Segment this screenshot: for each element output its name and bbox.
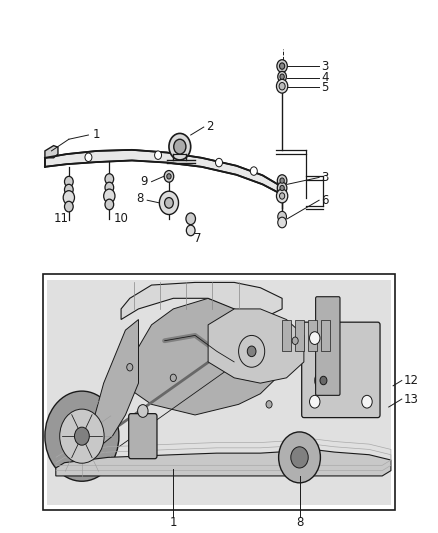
Bar <box>43 274 395 511</box>
Circle shape <box>277 60 287 72</box>
Circle shape <box>278 212 286 222</box>
FancyBboxPatch shape <box>129 414 157 459</box>
Circle shape <box>315 370 332 391</box>
Circle shape <box>105 182 114 193</box>
Circle shape <box>105 174 114 184</box>
Circle shape <box>278 217 286 228</box>
Text: 5: 5 <box>321 81 328 94</box>
Bar <box>308 319 317 351</box>
Circle shape <box>74 427 89 445</box>
Circle shape <box>85 153 92 161</box>
Circle shape <box>362 395 372 408</box>
Text: 4: 4 <box>321 71 329 84</box>
Bar <box>282 319 291 351</box>
Text: 1: 1 <box>93 128 100 141</box>
Circle shape <box>266 401 272 408</box>
Circle shape <box>228 322 276 381</box>
Circle shape <box>279 83 285 90</box>
Text: 6: 6 <box>321 193 329 207</box>
Text: 11: 11 <box>53 212 69 225</box>
Circle shape <box>155 151 162 159</box>
Circle shape <box>278 71 286 82</box>
Text: 1: 1 <box>170 515 177 529</box>
Polygon shape <box>45 150 278 192</box>
Circle shape <box>251 167 257 175</box>
Circle shape <box>277 175 287 187</box>
Circle shape <box>320 376 327 385</box>
Text: 8: 8 <box>296 515 303 529</box>
Text: 2: 2 <box>206 120 213 133</box>
Circle shape <box>64 176 73 187</box>
Polygon shape <box>208 309 304 383</box>
Circle shape <box>280 74 284 79</box>
Circle shape <box>310 395 320 408</box>
Polygon shape <box>121 298 282 415</box>
Circle shape <box>310 332 320 344</box>
Text: 12: 12 <box>404 374 419 387</box>
Circle shape <box>186 213 195 224</box>
Circle shape <box>159 191 179 215</box>
FancyBboxPatch shape <box>302 322 380 418</box>
Circle shape <box>292 337 298 344</box>
Text: 7: 7 <box>194 232 201 245</box>
Circle shape <box>165 198 173 208</box>
Circle shape <box>280 178 284 183</box>
Circle shape <box>170 374 177 382</box>
Circle shape <box>60 409 104 463</box>
Circle shape <box>167 174 171 179</box>
Circle shape <box>104 189 115 203</box>
Text: 10: 10 <box>114 212 128 225</box>
Circle shape <box>276 189 288 203</box>
Circle shape <box>279 432 321 483</box>
Text: 3: 3 <box>321 171 328 184</box>
Circle shape <box>169 133 191 160</box>
Circle shape <box>64 184 73 195</box>
Circle shape <box>279 193 285 199</box>
Circle shape <box>63 191 74 205</box>
Polygon shape <box>95 319 138 447</box>
Circle shape <box>276 79 288 93</box>
Circle shape <box>138 405 148 417</box>
Text: 9: 9 <box>141 175 148 188</box>
Polygon shape <box>45 146 58 158</box>
FancyBboxPatch shape <box>316 297 340 395</box>
Text: 8: 8 <box>136 192 144 205</box>
Circle shape <box>280 185 284 191</box>
Circle shape <box>64 201 73 212</box>
Circle shape <box>105 199 114 210</box>
Circle shape <box>291 447 308 468</box>
Circle shape <box>277 182 287 194</box>
Circle shape <box>127 364 133 371</box>
Circle shape <box>45 391 119 481</box>
Bar <box>47 280 391 505</box>
Circle shape <box>174 139 186 154</box>
Text: 3: 3 <box>321 60 328 72</box>
Circle shape <box>186 225 195 236</box>
Circle shape <box>239 335 265 367</box>
Bar <box>321 319 330 351</box>
Circle shape <box>164 171 174 182</box>
Polygon shape <box>121 282 282 319</box>
Bar <box>295 319 304 351</box>
Circle shape <box>215 158 223 167</box>
Circle shape <box>247 346 256 357</box>
Text: 13: 13 <box>404 393 419 406</box>
Polygon shape <box>56 449 391 476</box>
Circle shape <box>279 63 285 69</box>
